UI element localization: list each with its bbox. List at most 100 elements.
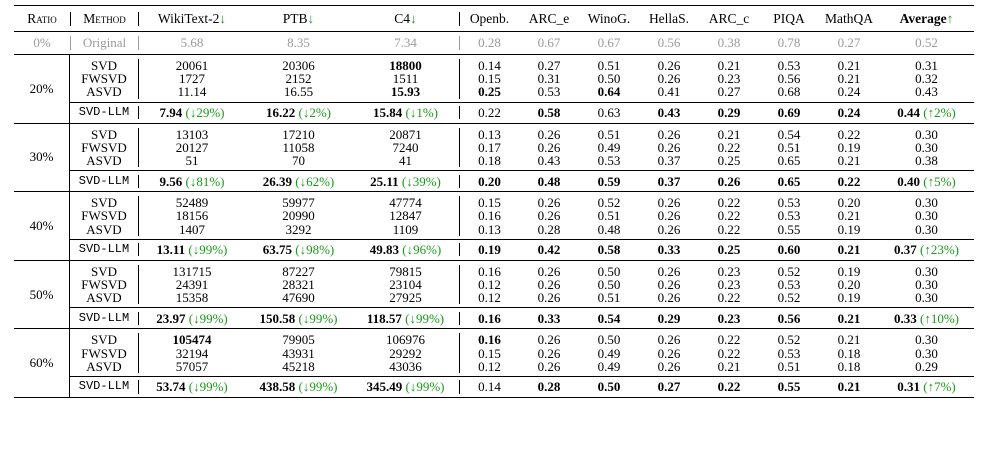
cell-value: 0.21: [837, 379, 861, 395]
table-cell: 29292: [389, 345, 422, 361]
table-cell: 43931: [282, 345, 315, 361]
group-inner-rule: [70, 307, 974, 309]
table-cell: 0.26: [657, 58, 681, 73]
table-cell: 0.41: [657, 84, 681, 100]
table-cell: 0.49: [597, 358, 621, 374]
table-cell: 0.43: [915, 84, 938, 100]
table-cell: 0.58: [579, 243, 639, 256]
cell-value: 63.75: [262, 242, 292, 258]
method-label: SVD: [90, 126, 117, 142]
cell-value: 0.69: [777, 105, 801, 120]
table-cell: 0.16: [459, 265, 519, 279]
table-cell: 0.30: [915, 208, 938, 224]
header-ratio: Ratio: [27, 11, 57, 27]
table-cell: 0.51: [597, 126, 621, 142]
table-cell: 0.25: [459, 85, 519, 99]
table-cell: 20990: [282, 208, 315, 224]
table-cell: 0.42: [519, 243, 579, 256]
table-cell: 0.40 (↑5%): [879, 175, 974, 188]
header-rule: [14, 31, 974, 32]
header-c4: C4↓: [394, 11, 417, 27]
table-cell: 0.19: [837, 221, 861, 237]
delta-label: (↓99%): [188, 242, 228, 258]
cell-value: 0.21: [837, 310, 861, 326]
cell-value: 0.33: [894, 310, 917, 326]
group-inner-rule: [70, 238, 974, 240]
cell-value: 0.54: [597, 310, 621, 326]
table-cell: 24391: [138, 278, 245, 292]
table-cell: 0.16: [459, 312, 519, 326]
method-label: SVD-LLM: [78, 173, 130, 188]
table-cell: 0.22: [717, 290, 741, 306]
table-cell: 20127: [138, 141, 245, 155]
table-cell: 2152: [285, 71, 312, 87]
table-cell: 0.26: [657, 221, 681, 237]
method-label: SVD: [90, 263, 117, 279]
cell-value: 0.31: [897, 379, 920, 395]
table-cell: 0.13: [459, 222, 519, 236]
header-ptb: PTB↓: [282, 11, 315, 27]
method-label: FWSVD: [81, 345, 127, 361]
table-cell: 0.21: [717, 358, 741, 374]
original-method: Original: [70, 36, 138, 50]
cell-value: 23.97: [156, 310, 186, 326]
table-cell: 0.26: [657, 345, 681, 361]
table-cell: 0.37 (↑23%): [879, 243, 974, 256]
table-cell: 131715: [138, 265, 245, 279]
table-cell: 0.22: [717, 221, 741, 237]
table-cell: 0.48: [519, 175, 579, 188]
cell-value: 16.22: [266, 105, 296, 120]
table-row: ASVD 57057 45218 43036 0.12 0.26 0.49 0.26 0.21 0…: [70, 358, 974, 374]
table-cell: 0.12: [459, 360, 519, 374]
cell-value: 0.25: [717, 242, 741, 258]
table-cell: 0.27: [639, 380, 699, 393]
table-cell: 32194: [138, 346, 245, 360]
group-ratio: 20%: [29, 80, 54, 96]
table-cell: 7.94 (↓29%): [138, 106, 245, 120]
table-cell: 0.65: [777, 153, 801, 169]
cell-value: 0.22: [478, 105, 501, 120]
method-label: FWSVD: [81, 277, 127, 293]
table-cell: 0.26: [537, 332, 561, 348]
table-cell: 0.30: [915, 139, 938, 155]
table-row: SVD 13103 17210 20871 0.13 0.26 0.51 0.26 0.21 0.…: [70, 126, 974, 142]
group-ratio: 30%: [29, 149, 54, 165]
original-cell: 0.56: [657, 35, 681, 51]
table-cell: 0.58: [519, 106, 579, 119]
table-cell: 438.58 (↓99%): [245, 380, 352, 393]
original-ratio: 0%: [33, 35, 51, 51]
cell-value: 0.55: [777, 379, 801, 395]
table-cell: 43036: [389, 358, 422, 374]
table-cell: 0.22: [717, 345, 741, 361]
table-cell: 106976: [386, 332, 425, 348]
method-label: SVD: [90, 332, 117, 348]
table-cell: 0.14: [459, 59, 519, 73]
cell-value: 0.58: [597, 242, 621, 258]
cell-value: 26.39: [262, 173, 292, 189]
table-cell: 1407: [138, 222, 245, 236]
table-cell: 0.13: [459, 127, 519, 141]
header-piqa: PIQA: [773, 11, 805, 27]
table-cell: 0.22: [459, 105, 519, 120]
table-cell: 0.55: [759, 380, 819, 393]
table-cell: 15.93: [390, 84, 421, 100]
original-rule: [14, 54, 974, 55]
table-cell: 16.55: [283, 84, 314, 100]
table-cell: 45218: [282, 358, 315, 374]
group-rows: SVD 20061 20306 18800 0.14 0.27 0.51 0.26 0.21 0.…: [69, 55, 974, 123]
table-cell: 13103: [138, 127, 245, 141]
table-cell: 0.52: [777, 332, 801, 348]
method-label: SVD-LLM: [78, 379, 130, 394]
table-cell: 0.15: [459, 346, 519, 360]
table-cell: 28321: [282, 277, 315, 293]
table-cell: 0.50: [579, 380, 639, 393]
table-cell: 0.51: [777, 358, 801, 374]
table-cell: 1109: [392, 221, 419, 237]
table-cell: 79905: [282, 332, 315, 348]
table-row: FWSVD 18156 20990 12847 0.16 0.26 0.51 0.26 0.22…: [70, 208, 974, 224]
table-cell: 0.27: [537, 58, 561, 73]
delta-label: (↑10%): [920, 310, 959, 326]
original-cell: 0.38: [717, 35, 741, 51]
table-cell: 0.21: [717, 126, 741, 142]
table-cell: 0.30: [915, 345, 938, 361]
